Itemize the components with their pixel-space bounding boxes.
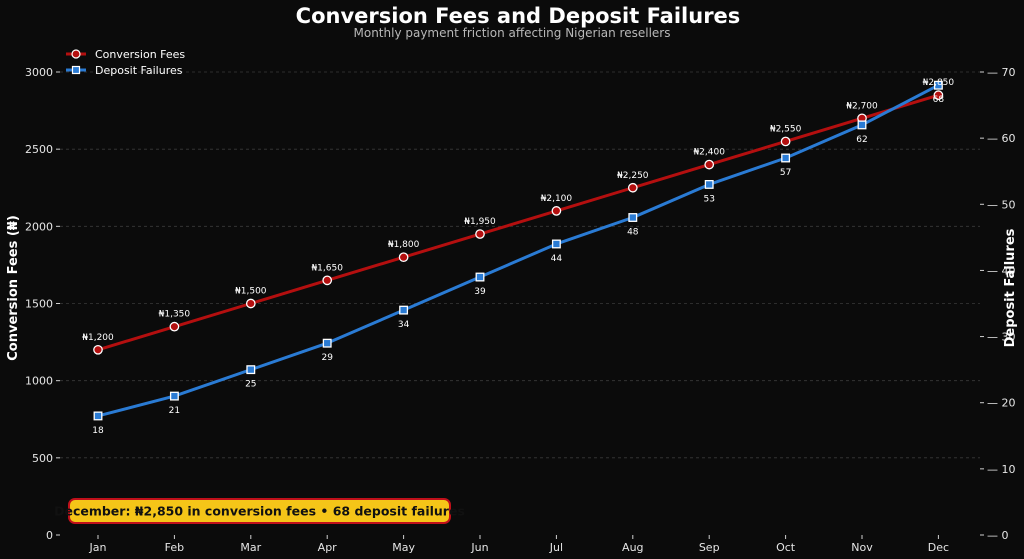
data-label-deposit-failures: 48	[627, 228, 639, 238]
data-point-conversion-fees	[704, 159, 715, 170]
data-point-conversion-fees	[627, 182, 638, 193]
data-label-conversion-fees: ₦2,250	[617, 171, 649, 181]
x-tick-label: Jul	[549, 541, 563, 554]
x-tick-label: Mar	[240, 541, 261, 554]
y-left-axis-label: Conversion Fees (₦)	[6, 215, 21, 361]
data-label-deposit-failures: 53	[703, 194, 714, 204]
legend-label-conversion-fees: Conversion Fees	[95, 48, 185, 61]
data-point-deposit-failures	[93, 411, 103, 421]
callout-background	[68, 498, 451, 524]
data-point-conversion-fees	[93, 344, 103, 355]
y-right-tick-label: — 40	[987, 264, 1016, 277]
y-right-tick-label: — 50	[987, 198, 1016, 211]
chart-title: Conversion Fees and Deposit Failures	[296, 4, 741, 28]
data-label-deposit-failures: 21	[169, 406, 180, 416]
data-label-deposit-failures: 68	[933, 95, 945, 105]
data-label-conversion-fees: ₦1,950	[464, 217, 496, 227]
data-label-conversion-fees: ₦1,200	[82, 333, 114, 343]
x-tick-label: Dec	[928, 541, 949, 554]
y-right-tick-label: — 0	[987, 529, 1009, 542]
data-point-conversion-fees	[780, 136, 791, 147]
y-left-tick-label: 1000	[25, 375, 53, 388]
data-point-deposit-failures	[322, 338, 332, 348]
callout-text: December: ₦2,850 in conversion fees • 68…	[54, 504, 465, 519]
series-line-deposit-failures	[97, 83, 940, 418]
data-point-conversion-fees	[551, 206, 562, 216]
data-label-conversion-fees: ₦1,650	[311, 263, 343, 273]
y-left-tick-label: 2500	[25, 143, 53, 156]
chart-subtitle: Monthly payment friction affecting Niger…	[354, 26, 671, 40]
data-point-deposit-failures	[857, 120, 867, 130]
data-point-conversion-fees	[169, 321, 180, 332]
x-tick-label: Apr	[318, 541, 338, 554]
data-point-conversion-fees	[398, 252, 409, 263]
data-point-deposit-failures	[704, 179, 714, 189]
data-point-deposit-failures	[551, 239, 561, 249]
data-label-deposit-failures: 18	[92, 426, 104, 436]
y-right-tick-label: — 30	[987, 331, 1016, 344]
y-right-tick-label: — 10	[987, 463, 1016, 476]
data-point-conversion-fees	[245, 298, 256, 309]
y-right-tick-label: — 70	[987, 66, 1016, 79]
data-label-deposit-failures: 62	[856, 135, 867, 145]
y-right-tick-label: — 60	[987, 132, 1016, 145]
series-line-conversion-fees	[97, 93, 939, 352]
x-tick-label: Jan	[89, 541, 107, 554]
legend-marker-deposit-failures	[71, 65, 81, 75]
data-label-deposit-failures: 34	[398, 320, 410, 330]
x-tick-label: Jun	[470, 541, 488, 554]
data-label-conversion-fees: ₦2,400	[693, 148, 725, 158]
data-point-deposit-failures	[628, 213, 638, 222]
y-right-tick-label: — 20	[987, 397, 1016, 410]
data-point-deposit-failures	[399, 305, 409, 315]
data-label-deposit-failures: 29	[321, 353, 333, 363]
x-tick-label: Aug	[622, 541, 643, 554]
data-label-deposit-failures: 44	[551, 254, 563, 264]
data-label-conversion-fees: ₦2,700	[846, 101, 878, 111]
data-label-deposit-failures: 57	[780, 168, 791, 178]
x-tick-label: Oct	[776, 541, 796, 554]
data-point-deposit-failures	[475, 272, 485, 282]
data-label-conversion-fees: ₦2,100	[541, 194, 573, 204]
y-right-axis-label: Deposit Failures	[1003, 228, 1018, 347]
data-label-conversion-fees: ₦2,550	[770, 124, 802, 134]
data-point-conversion-fees	[933, 90, 944, 101]
series	[93, 80, 944, 421]
data-point-deposit-failures	[781, 153, 791, 163]
y-left-tick-label: 1500	[25, 298, 53, 311]
legend-marker-conversion-fees	[71, 49, 81, 59]
y-left-tick-label: 0	[46, 529, 53, 542]
data-point-deposit-failures	[246, 365, 256, 375]
data-point-conversion-fees	[475, 229, 485, 239]
data-label-deposit-failures: 25	[245, 380, 256, 390]
data-point-deposit-failures	[169, 391, 179, 401]
x-tick-label: Feb	[165, 541, 184, 554]
data-label-conversion-fees: ₦1,800	[388, 240, 420, 250]
data-label-conversion-fees: ₦1,500	[235, 287, 267, 297]
x-tick-label: Nov	[851, 541, 873, 554]
y-left-tick-label: 500	[32, 452, 53, 465]
x-tick-label: Sep	[699, 541, 720, 554]
legend-label-deposit-failures: Deposit Failures	[95, 64, 183, 77]
data-point-conversion-fees	[322, 275, 333, 286]
axes: 0 500 1000 1500 2000 2500 3000 — 0 — 10 — 20 — 30 —…	[25, 66, 1016, 554]
data-labels: ₦1,200 ₦1,350 ₦1,500 ₦1,650 ₦1,800 ₦1,950 ₦2,1…	[82, 78, 954, 436]
legend: Conversion Fees Deposit Failures	[66, 48, 185, 77]
data-point-deposit-failures	[933, 80, 943, 90]
x-tick-label: May	[392, 541, 415, 554]
data-label-conversion-fees: ₦2,850	[923, 78, 955, 88]
data-label-conversion-fees: ₦1,350	[159, 310, 191, 320]
callout-box: December: ₦2,850 in conversion fees • 68…	[54, 498, 465, 524]
y-left-tick-label: 2000	[25, 220, 53, 233]
y-left-tick-label: 3000	[25, 66, 53, 79]
data-label-deposit-failures: 39	[474, 287, 486, 297]
